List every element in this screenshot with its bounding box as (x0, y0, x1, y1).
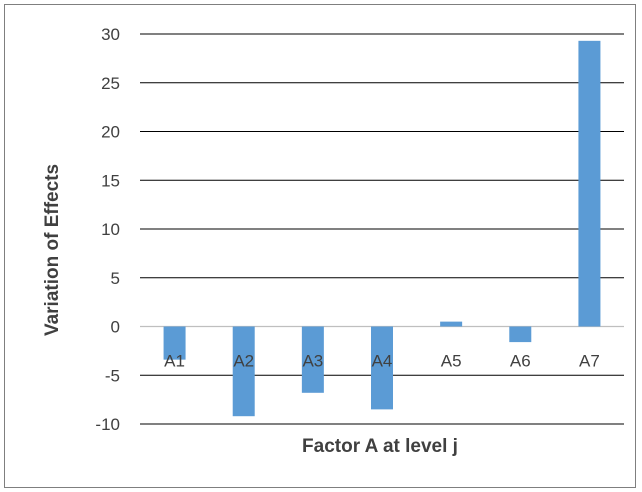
bar-a7 (578, 40, 601, 327)
bar-a5 (440, 321, 463, 327)
category-labels: A1 A2 A3 A4 A5 A6 A7 (164, 352, 600, 371)
y-axis-title: Variation of Effects (42, 164, 63, 336)
category-label: A6 (510, 352, 531, 371)
y-tick-label: 5 (111, 269, 120, 288)
y-tick-label: 25 (101, 74, 120, 93)
category-label: A4 (372, 352, 393, 371)
x-axis-title: Factor A at level j (302, 436, 458, 457)
bar-a6 (509, 326, 532, 343)
bars (163, 40, 601, 417)
y-tick-label: 0 (111, 318, 120, 337)
bar-a3 (301, 326, 324, 393)
category-label: A1 (164, 352, 185, 371)
chart-frame (4, 4, 636, 488)
bar-a2 (232, 326, 255, 417)
y-tick-label: -10 (95, 415, 120, 434)
category-label: A2 (233, 352, 254, 371)
bar-a1 (163, 326, 186, 360)
category-label: A5 (441, 352, 462, 371)
y-tick-labels: 30 25 20 15 10 5 0 -5 -10 (95, 25, 120, 434)
bar-a4 (371, 326, 393, 410)
category-label: A7 (579, 352, 600, 371)
y-tick-label: 15 (101, 171, 120, 190)
y-tick-label: 30 (101, 25, 120, 44)
gridlines (140, 33, 624, 425)
y-tick-label: 20 (101, 123, 120, 142)
y-tick-label: -5 (105, 366, 120, 385)
category-label: A3 (302, 352, 323, 371)
y-tick-label: 10 (101, 220, 120, 239)
